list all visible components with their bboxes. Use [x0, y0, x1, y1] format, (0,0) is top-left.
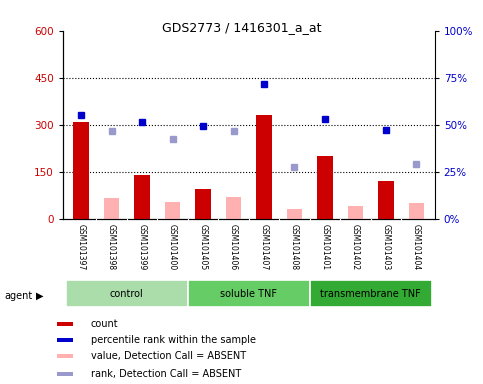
Text: ▶: ▶ [36, 291, 44, 301]
Text: GSM101404: GSM101404 [412, 224, 421, 270]
Text: count: count [91, 319, 118, 329]
Bar [188, 280, 310, 307]
Bar [317, 156, 333, 219]
Text: transmembrane TNF: transmembrane TNF [320, 289, 421, 299]
Text: GSM101406: GSM101406 [229, 224, 238, 270]
Bar [66, 280, 188, 307]
Text: GDS2773 / 1416301_a_at: GDS2773 / 1416301_a_at [162, 21, 321, 34]
Bar [104, 199, 119, 219]
Bar [134, 175, 150, 219]
Bar [57, 372, 73, 376]
Bar [57, 354, 73, 358]
Text: GSM101398: GSM101398 [107, 224, 116, 270]
Text: control: control [110, 289, 143, 299]
Bar [226, 197, 241, 219]
Text: soluble TNF: soluble TNF [220, 289, 277, 299]
Text: GSM101397: GSM101397 [77, 224, 85, 270]
Text: GSM101405: GSM101405 [199, 224, 208, 270]
Text: GSM101399: GSM101399 [138, 224, 146, 270]
Bar [348, 206, 363, 219]
Text: GSM101407: GSM101407 [259, 224, 269, 270]
Text: GSM101401: GSM101401 [320, 224, 329, 270]
Text: value, Detection Call = ABSENT: value, Detection Call = ABSENT [91, 351, 246, 361]
Bar [57, 338, 73, 342]
Bar [73, 122, 89, 219]
Bar [57, 322, 73, 326]
Text: GSM101400: GSM101400 [168, 224, 177, 270]
Text: GSM101402: GSM101402 [351, 224, 360, 270]
Text: percentile rank within the sample: percentile rank within the sample [91, 335, 256, 345]
Bar [196, 189, 211, 219]
Bar [310, 280, 432, 307]
Text: agent: agent [5, 291, 33, 301]
Text: rank, Detection Call = ABSENT: rank, Detection Call = ABSENT [91, 369, 241, 379]
Bar [378, 181, 394, 219]
Bar [287, 210, 302, 219]
Bar [165, 202, 180, 219]
Bar [409, 203, 424, 219]
Bar [256, 115, 271, 219]
Text: GSM101408: GSM101408 [290, 224, 299, 270]
Text: GSM101403: GSM101403 [382, 224, 390, 270]
